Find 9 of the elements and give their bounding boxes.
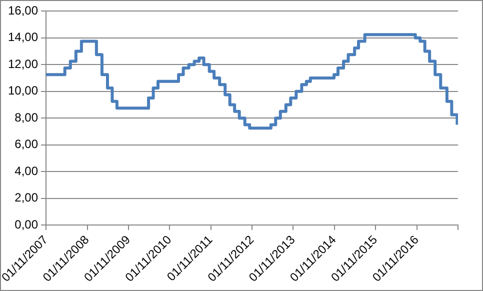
y-tick-label: 2,00 bbox=[14, 190, 38, 205]
y-tick-label: 0,00 bbox=[14, 217, 38, 232]
y-tick-label: 6,00 bbox=[14, 137, 38, 152]
y-tick-label: 4,00 bbox=[14, 164, 38, 178]
y-tick-label: 12,00 bbox=[8, 56, 38, 71]
y-tick-label: 8,00 bbox=[14, 110, 38, 124]
y-tick-label: 10,00 bbox=[8, 84, 38, 98]
y-tick-label: 16,00 bbox=[8, 4, 38, 18]
y-tick-label: 14,00 bbox=[8, 30, 38, 44]
